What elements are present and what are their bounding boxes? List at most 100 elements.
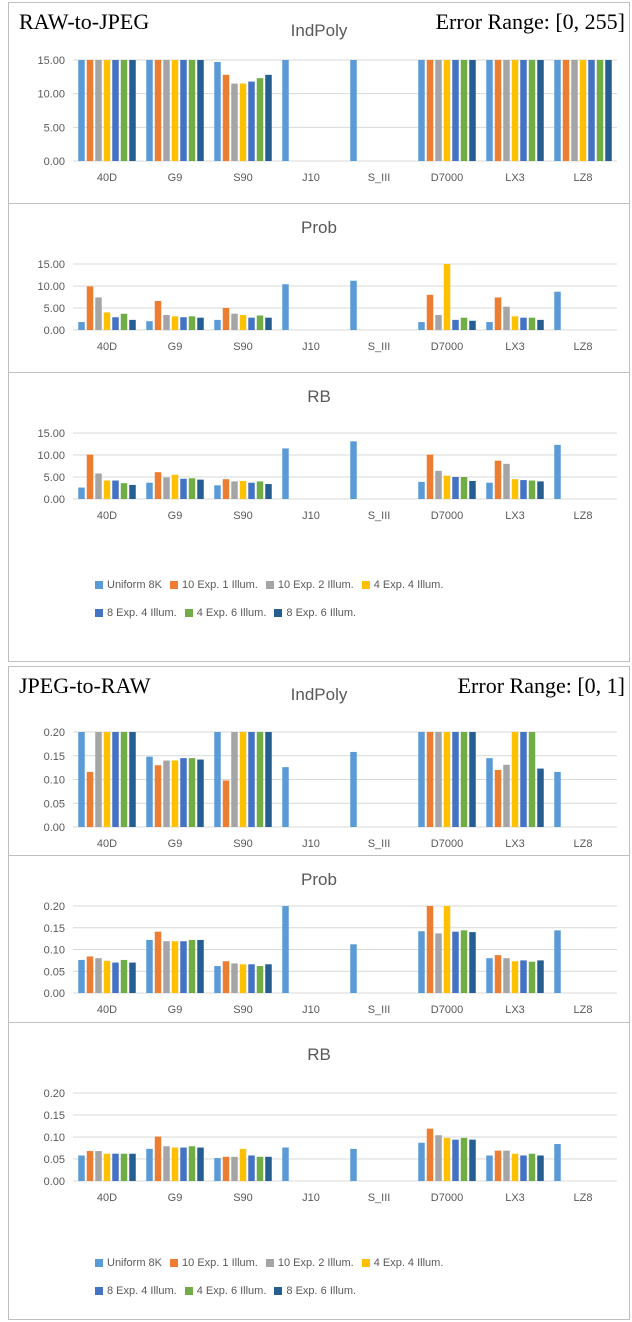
x-tick-label: G9 [168, 172, 183, 184]
legend-label: 8 Exp. 4 Illum. [107, 607, 177, 619]
legend-swatch [95, 1259, 103, 1267]
bar [282, 448, 289, 499]
bar [103, 1153, 111, 1181]
bar [469, 60, 476, 161]
bar [503, 764, 510, 827]
bar [78, 1155, 85, 1181]
bar [511, 60, 519, 161]
x-tick-label: D7000 [431, 1192, 463, 1204]
bar [214, 62, 221, 161]
x-tick-label: J10 [302, 1004, 320, 1016]
section-title: JPEG-to-RAW [19, 673, 151, 698]
legend-swatch [265, 1259, 274, 1267]
y-tick-label: 0.00 [44, 822, 65, 834]
x-tick-label: S_III [368, 1004, 391, 1016]
y-tick-label: 0.20 [44, 901, 65, 913]
bar-chart: 0.00 5.00 10.00 15.00 40D G9 S90 J10 S_III D7000 L… [37, 428, 617, 522]
bar [350, 1148, 357, 1181]
bar [188, 60, 196, 161]
bar [256, 966, 264, 993]
x-tick-label: LZ8 [574, 1192, 593, 1204]
legend-swatch [274, 1287, 283, 1295]
y-tick-label: 0.20 [44, 727, 65, 739]
x-tick-label: S_III [368, 172, 391, 184]
bar [86, 956, 94, 993]
bar [86, 1151, 94, 1181]
bar [426, 1128, 434, 1181]
bar [435, 60, 442, 161]
bar [486, 758, 493, 827]
bar [146, 482, 153, 499]
bar [214, 485, 221, 499]
legend-item: Uniform 8K [95, 1257, 162, 1269]
y-tick-label: 10.00 [37, 89, 65, 101]
bar [103, 732, 111, 827]
bar [248, 964, 255, 993]
legend-label: 4 Exp. 6 Illum. [196, 1285, 267, 1297]
bar [171, 1147, 179, 1181]
bar [163, 477, 170, 499]
legend-label: 8 Exp. 6 Illum. [286, 1285, 357, 1297]
y-tick-label: 0.10 [44, 945, 65, 957]
bar [554, 1144, 561, 1181]
bar [265, 1156, 272, 1181]
bar [95, 297, 102, 330]
bar [469, 932, 476, 993]
bar [494, 955, 502, 993]
bar [528, 317, 536, 330]
chart-panel-prob: Prob 0.00 0.05 0.10 0.15 0.20 40D G9 S90 J10 S_II… [9, 856, 629, 1022]
bar [537, 481, 544, 499]
bar [222, 74, 230, 161]
x-tick-label: LX3 [505, 510, 525, 522]
x-tick-label: 40D [97, 838, 117, 850]
x-tick-label: S90 [233, 1004, 253, 1016]
chart-title: IndPoly [290, 685, 348, 704]
raw-to-jpeg-section: RAW-to-JPEG Error Range: [0, 255] IndPol… [8, 2, 630, 662]
bar [520, 317, 527, 330]
bar [350, 441, 357, 499]
x-tick-label: S_III [368, 341, 391, 353]
legend-label: 10 Exp. 1 Illum. [182, 579, 258, 591]
bar [222, 308, 230, 330]
bar [120, 483, 128, 499]
bar [520, 732, 527, 827]
bar [460, 732, 468, 827]
bar [494, 460, 502, 499]
bar [112, 480, 119, 499]
legend-label: Uniform 8K [107, 579, 163, 591]
x-tick-label: 40D [97, 341, 117, 353]
bar [265, 317, 272, 330]
bar [537, 1155, 544, 1181]
bar [418, 481, 425, 499]
bar [103, 312, 111, 330]
bar [112, 1153, 119, 1181]
bar [511, 961, 519, 993]
legend-label: 4 Exp. 4 Illum. [373, 1257, 444, 1269]
bar [197, 60, 204, 161]
bar [146, 939, 153, 993]
bar-chart: 0.00 0.05 0.10 0.15 0.20 40D G9 S90 J10 S_III D700… [44, 727, 617, 850]
bar [222, 1156, 230, 1181]
bar [146, 756, 153, 827]
x-tick-label: S90 [233, 510, 253, 522]
bar [418, 931, 425, 993]
legend-row: Uniform 8K 10 Exp. 1 Illum. 10 Exp. 2 Il… [95, 1257, 451, 1269]
bar [154, 60, 162, 161]
x-tick-label: S90 [233, 341, 253, 353]
bar [452, 931, 459, 993]
bar [163, 941, 170, 993]
x-tick-label: G9 [168, 341, 183, 353]
bar [78, 959, 85, 993]
bar [528, 732, 536, 827]
bar [256, 78, 264, 161]
bar [129, 484, 136, 499]
y-tick-label: 10.00 [37, 450, 65, 462]
bar [537, 768, 544, 827]
bar-chart: 0.00 5.00 10.00 15.00 40D G9 S90 J10 S_III D7000 L… [37, 259, 617, 353]
bar [503, 958, 510, 993]
bar [469, 732, 476, 827]
x-tick-label: G9 [168, 1192, 183, 1204]
bar [571, 60, 578, 161]
bar [146, 321, 153, 330]
error-range-label: Error Range: [0, 1] [457, 673, 625, 698]
